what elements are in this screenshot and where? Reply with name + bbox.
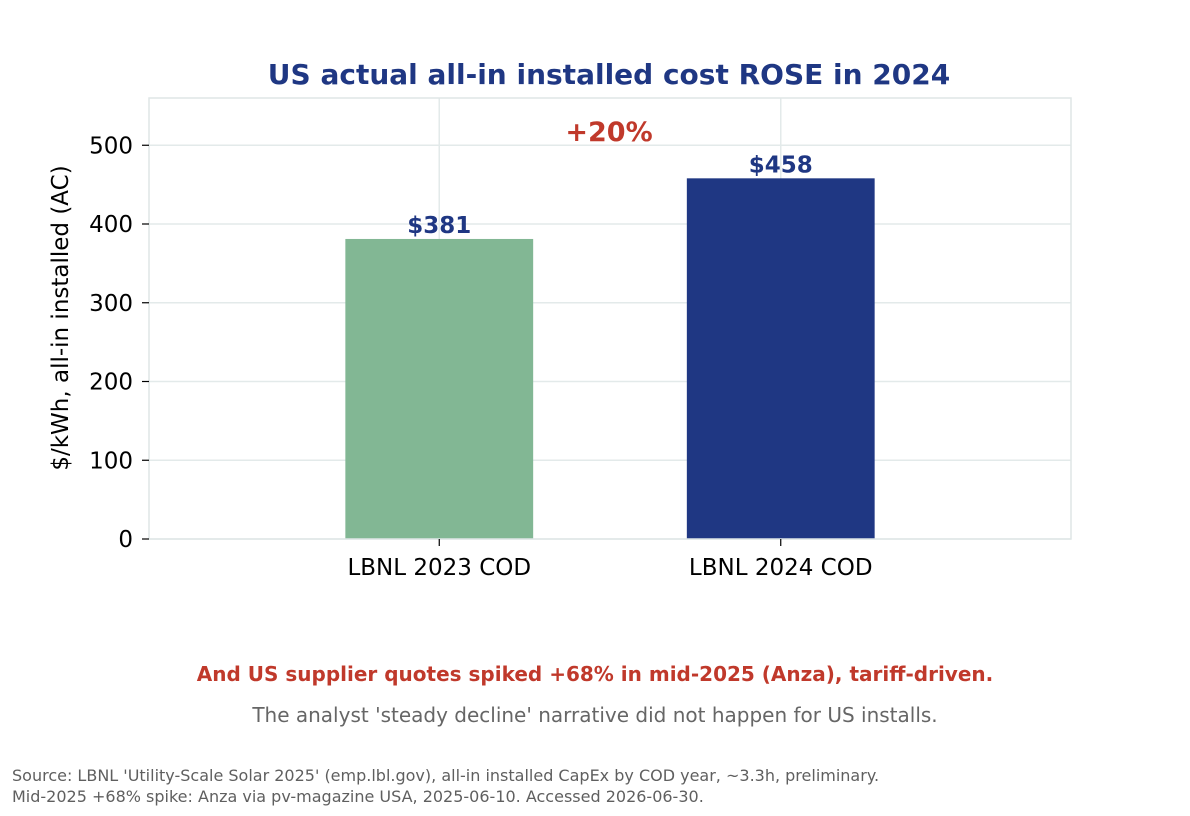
plot-frame <box>148 97 1072 540</box>
axes: 0 100 200 300 400 500 LBNL 2023 COD LBNL 2024 C… <box>89 133 872 581</box>
x-tick-label: LBNL 2023 COD <box>347 555 531 581</box>
data-label: $458 <box>749 152 813 178</box>
bar-2 <box>686 178 875 539</box>
y-axis-label: $/kWh, all-in installed (AC) <box>48 165 74 470</box>
gridlines <box>149 98 1071 540</box>
chart-title: US actual all-in installed cost ROSE in … <box>268 58 950 91</box>
bars: $381 $458 <box>345 152 875 539</box>
y-tick-label: 100 <box>89 448 133 474</box>
source-line-1: Source: LBNL 'Utility-Scale Solar 2025' … <box>12 766 880 785</box>
bar-1 <box>345 238 534 539</box>
headline-note: And US supplier quotes spiked +68% in mi… <box>196 662 994 686</box>
y-tick-label: 200 <box>89 370 133 396</box>
y-tick-label: 400 <box>89 212 133 238</box>
y-tick-label: 300 <box>89 291 133 317</box>
y-tick-label: 0 <box>118 527 133 553</box>
chart: US actual all-in installed cost ROSE in … <box>48 58 1072 581</box>
source-footnote: Source: LBNL 'Utility-Scale Solar 2025' … <box>12 765 879 807</box>
source-line-2: Mid-2025 +68% spike: Anza via pv-magazin… <box>12 787 704 806</box>
subline-note: The analyst 'steady decline' narrative d… <box>252 703 938 727</box>
change-annotation: +20% <box>565 117 652 148</box>
data-label: $381 <box>407 213 471 239</box>
y-tick-label: 500 <box>89 133 133 159</box>
x-tick-label: LBNL 2024 COD <box>689 555 873 581</box>
